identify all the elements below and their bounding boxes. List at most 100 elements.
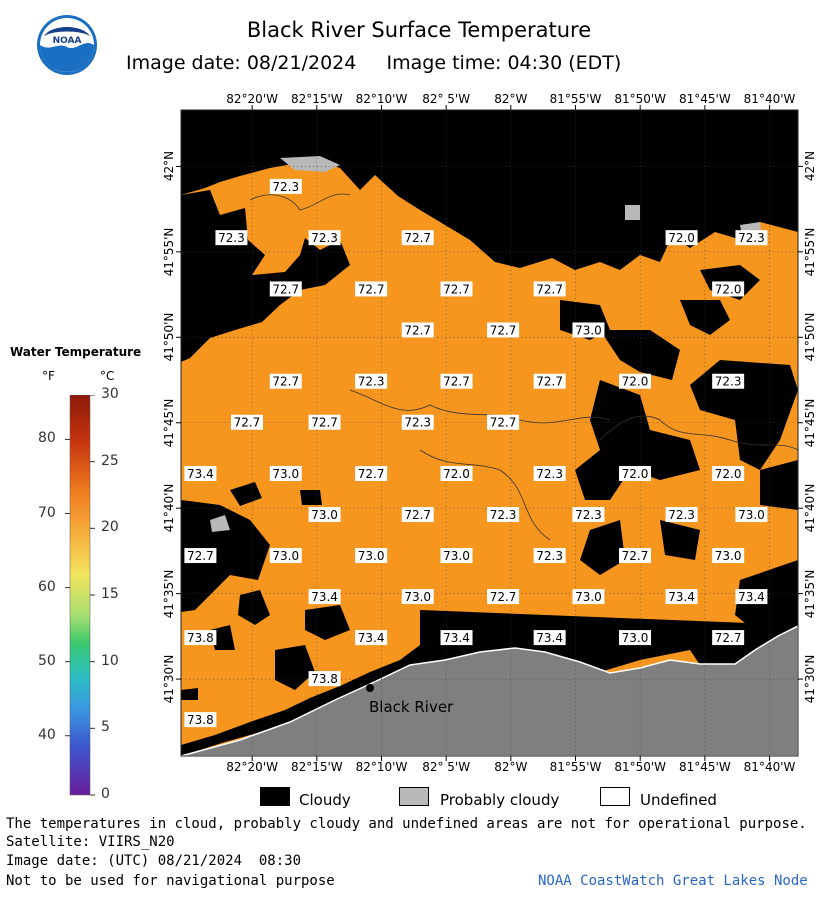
temperature-value: 73.4 xyxy=(738,590,765,604)
temperature-label-box xyxy=(440,373,473,389)
latitude-label: 41°50'N xyxy=(803,312,817,362)
temperature-value: 72.0 xyxy=(443,467,470,481)
temperature-value: 73.4 xyxy=(668,590,695,604)
temperature-label-box xyxy=(401,322,434,338)
longitude-label: 82°W xyxy=(494,92,528,106)
temperature-value: 72.3 xyxy=(272,180,299,194)
temperature-value: 72.7 xyxy=(622,549,649,563)
temperature-value: 72.7 xyxy=(234,416,261,430)
temperature-label: 72.7 xyxy=(355,466,388,482)
temperature-value: 72.7 xyxy=(536,282,563,296)
temperature-label: 73.0 xyxy=(572,322,605,338)
temperature-label-box xyxy=(269,373,302,389)
temperature-label-box xyxy=(619,466,652,482)
temperature-label: 73.0 xyxy=(619,630,652,646)
temperature-value: 73.0 xyxy=(443,549,470,563)
longitude-label: 81°45'W xyxy=(679,760,731,774)
temperature-label-box xyxy=(665,230,698,246)
longitude-label: 82° 5'W xyxy=(422,760,471,774)
temperature-label: 73.0 xyxy=(735,507,768,523)
temperature-label: 72.0 xyxy=(619,466,652,482)
logo-text: NOAA xyxy=(53,36,82,46)
temperature-value: 73.4 xyxy=(536,631,563,645)
temperature-label: 73.4 xyxy=(440,630,473,646)
temperature-label-box xyxy=(665,507,698,523)
temperature-value: 72.0 xyxy=(622,375,649,389)
cloud-mask xyxy=(181,110,798,756)
temperature-value: 72.3 xyxy=(536,467,563,481)
temperature-value: 73.4 xyxy=(443,631,470,645)
temperature-label-box xyxy=(215,230,248,246)
latitude-label: 42°N xyxy=(162,151,176,182)
colorbar-label-f: 40 xyxy=(38,726,56,743)
latitude-label: 41°45'N xyxy=(803,398,817,448)
legend-swatch xyxy=(600,787,630,806)
temperature-label: 72.7 xyxy=(269,373,302,389)
longitude-label: 82°10'W xyxy=(355,760,408,774)
temperature-value: 72.7 xyxy=(443,282,470,296)
probably-cloudy-areas xyxy=(210,156,762,532)
temperature-value: 72.7 xyxy=(358,282,385,296)
temperature-label-box xyxy=(533,373,566,389)
temperature-label: 72.0 xyxy=(712,466,745,482)
temperature-label-box xyxy=(269,548,302,564)
temperature-value: 72.7 xyxy=(358,467,385,481)
temperature-label: 72.7 xyxy=(533,373,566,389)
temperature-label-box xyxy=(712,630,745,646)
longitude-label: 81°55'W xyxy=(549,92,602,106)
temperature-label-box xyxy=(440,548,473,564)
temperature-value: 72.3 xyxy=(668,508,695,522)
footer-navigation: Not to be used for navigational purpose xyxy=(6,873,335,889)
temperature-label: 72.3 xyxy=(712,373,745,389)
footer-utc-date: Image date: (UTC) 08/21/2024 08:30 xyxy=(6,853,302,869)
longitude-label: 82°W xyxy=(494,760,528,774)
temperature-value: 73.4 xyxy=(187,467,214,481)
temperature-label: 72.7 xyxy=(487,414,520,430)
colorbar-label-f: 60 xyxy=(38,578,56,595)
longitude-label: 81°55'W xyxy=(549,760,602,774)
temperature-value: 72.3 xyxy=(358,375,385,389)
latitude-label: 41°55'N xyxy=(162,227,176,277)
temperature-label-box xyxy=(355,630,388,646)
temperature-value: 72.7 xyxy=(404,323,431,337)
temperature-label-box xyxy=(184,630,217,646)
temperature-label-box xyxy=(440,466,473,482)
temperature-value: 73.0 xyxy=(738,508,765,522)
temperature-label-box xyxy=(355,548,388,564)
temperature-label-box xyxy=(712,373,745,389)
temperature-value: 73.4 xyxy=(311,590,338,604)
temperature-label-box xyxy=(184,466,217,482)
temperature-label-box xyxy=(533,281,566,297)
temperature-value: 73.0 xyxy=(575,590,602,604)
temperature-label-box xyxy=(355,466,388,482)
longitude-label: 82°15'W xyxy=(290,760,343,774)
temperature-value: 73.0 xyxy=(311,508,338,522)
temperature-label-box xyxy=(401,414,434,430)
temperature-label: 72.3 xyxy=(533,548,566,564)
temperature-label: 73.0 xyxy=(269,548,302,564)
temperature-label: 72.0 xyxy=(665,230,698,246)
temperature-label-box xyxy=(487,414,520,430)
temperature-label: 72.3 xyxy=(269,178,302,194)
temperature-label-box xyxy=(269,178,302,194)
isotherm-lines xyxy=(249,193,798,541)
legend-swatch xyxy=(399,787,429,806)
temperature-label-box xyxy=(533,466,566,482)
colorbar-label-c: 20 xyxy=(101,519,119,536)
temperature-label-box xyxy=(308,414,341,430)
temperature-value: 73.0 xyxy=(404,590,431,604)
colorbar-label-c: 10 xyxy=(101,652,119,669)
colorbar xyxy=(65,395,95,796)
temperature-label: 72.7 xyxy=(308,414,341,430)
temperature-value: 72.0 xyxy=(715,467,742,481)
colorbar-unit-f: °F xyxy=(42,369,55,383)
temperature-value: 72.0 xyxy=(715,282,742,296)
legend-label: Probably cloudy xyxy=(440,791,560,809)
noaa-logo: NOAA xyxy=(37,15,97,75)
temperature-label: 72.0 xyxy=(619,373,652,389)
temperature-value: 72.3 xyxy=(404,416,431,430)
latitude-label: 42°N xyxy=(803,151,817,182)
temperature-label-box xyxy=(619,548,652,564)
temperature-label: 72.7 xyxy=(269,281,302,297)
